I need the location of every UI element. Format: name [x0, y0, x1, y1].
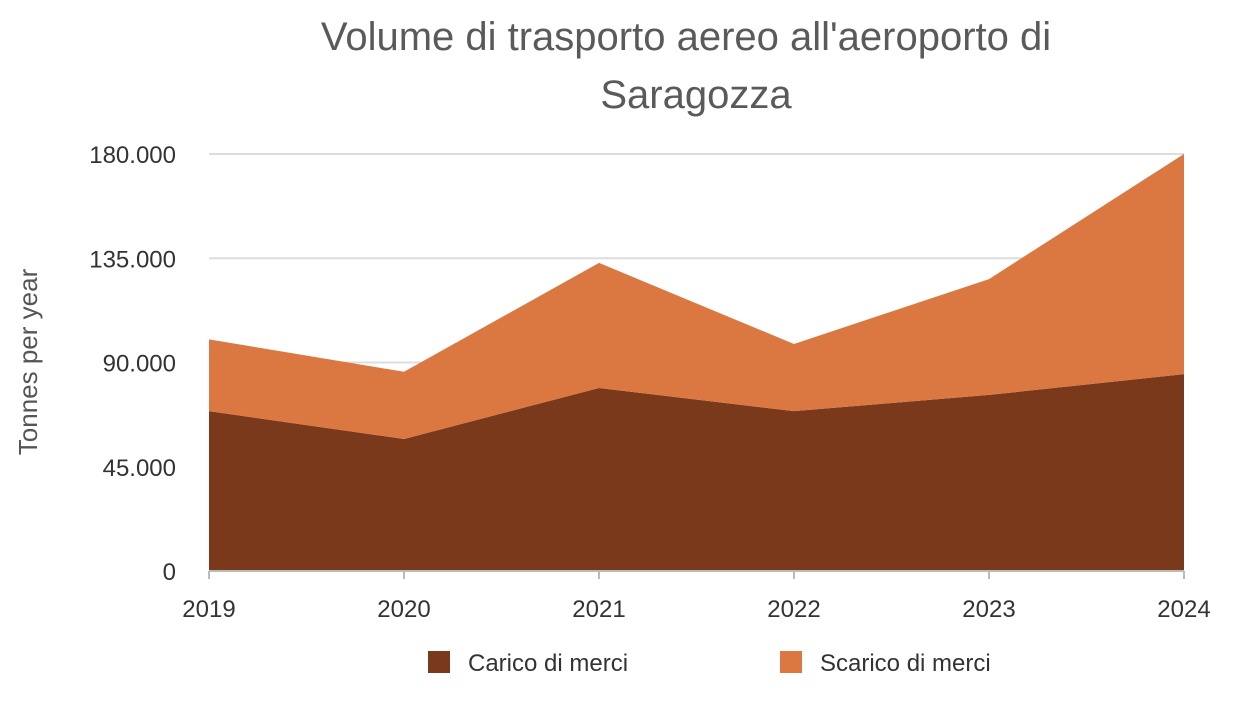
x-tick-label: 2020 — [377, 596, 430, 623]
y-tick-label: 0 — [163, 559, 176, 586]
series-areas — [209, 154, 1184, 571]
series-area-2 — [209, 154, 1184, 439]
chart-title-line-2: Saragozza — [600, 73, 792, 117]
y-axis-label: Tonnes per year — [13, 268, 43, 455]
x-axis-ticks: 2019 2020 2021 2022 2023 2024 — [182, 571, 1211, 623]
x-tick-label: 2021 — [572, 596, 625, 623]
y-axis-ticks: 0 45.000 90.000 135.000 180.000 — [89, 142, 176, 586]
legend-swatch-1 — [428, 651, 450, 673]
y-tick-label: 45.000 — [103, 455, 176, 482]
legend-label-2: Scarico di merci — [820, 650, 991, 677]
chart-title-line-1: Volume di trasporto aereo all'aeroporto … — [321, 15, 1051, 59]
legend-label-1: Carico di merci — [468, 650, 628, 677]
series-area-1 — [209, 374, 1184, 571]
y-tick-label: 90.000 — [103, 351, 176, 378]
x-tick-label: 2019 — [182, 596, 235, 623]
y-tick-label: 135.000 — [89, 246, 176, 273]
legend: Carico di merci Scarico di merci — [428, 650, 991, 677]
x-tick-label: 2022 — [767, 596, 820, 623]
legend-swatch-2 — [780, 651, 802, 673]
x-tick-label: 2024 — [1157, 596, 1210, 623]
chart-title: Volume di trasporto aereo all'aeroporto … — [321, 15, 1051, 117]
y-tick-label: 180.000 — [89, 142, 176, 169]
x-tick-label: 2023 — [962, 596, 1015, 623]
